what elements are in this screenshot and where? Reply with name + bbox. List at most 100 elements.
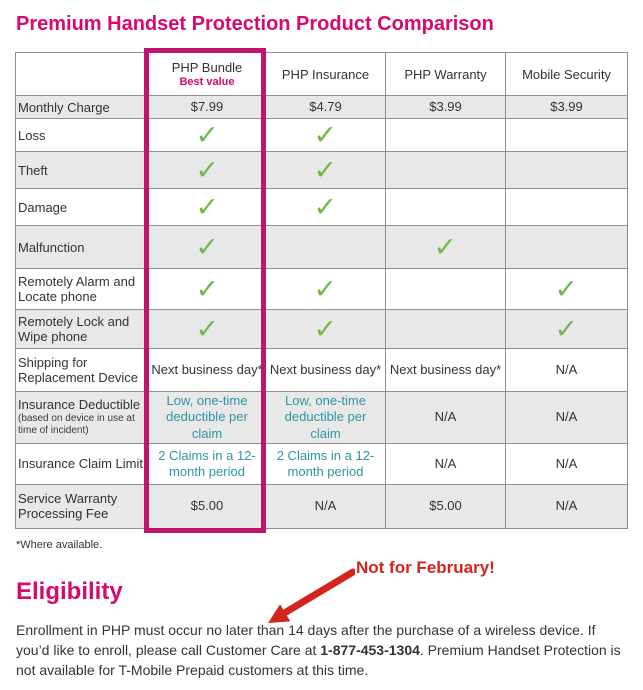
value-cell: N/A <box>505 442 628 485</box>
value-cell: Low, one-time deductible per claim <box>148 391 266 444</box>
cell-value: Next business day* <box>389 361 502 377</box>
table-header: PHP Bundle Best value PHP Insurance PHP War… <box>15 52 628 96</box>
table-row: Shipping for Replacement Device Next busi… <box>15 348 628 392</box>
cell-value: N/A <box>434 455 457 471</box>
table-row: Damage ✓ ✓ <box>15 188 628 226</box>
eligibility-paragraph: Enrollment in PHP must occur no later th… <box>16 620 628 680</box>
feature-cell: ✓ <box>265 309 386 349</box>
row-label-cell: Damage <box>15 188 149 226</box>
row-label: Remotely Alarm and Locate phone <box>18 274 136 304</box>
product-column-header: Mobile Security <box>505 52 628 96</box>
check-icon: ✓ <box>195 191 219 222</box>
eligibility-heading: Eligibility <box>16 577 123 605</box>
check-icon: ✓ <box>433 231 458 262</box>
row-label-cell: Insurance Claim Limit <box>15 442 149 485</box>
row-label-cell: Service Warranty Processing Fee <box>15 483 149 529</box>
empty-cell <box>385 151 506 189</box>
cell-value: $5.00 <box>429 498 462 514</box>
value-cell: 2 Claims in a 12-month period <box>265 442 386 485</box>
cell-value: $3.99 <box>429 98 462 114</box>
feature-cell: ✓ <box>148 118 266 152</box>
value-cell: N/A <box>265 483 386 529</box>
value-cell: N/A <box>505 348 628 392</box>
value-cell: $4.79 <box>265 95 386 119</box>
table-row: Remotely Lock and Wipe phone ✓ ✓ ✓ <box>15 309 628 349</box>
table-row: Malfunction ✓ ✓ <box>15 225 628 269</box>
value-cell: $5.00 <box>148 483 266 529</box>
empty-cell <box>385 309 506 349</box>
customer-care-phone-number: 1-877-453-1304 <box>320 641 420 658</box>
check-icon: ✓ <box>554 313 579 344</box>
value-cell: N/A <box>505 391 628 444</box>
check-icon: ✓ <box>195 231 219 262</box>
row-label: Remotely Lock and Wipe phone <box>18 314 130 344</box>
feature-cell: ✓ <box>265 151 386 189</box>
check-icon: ✓ <box>195 313 219 344</box>
value-cell: N/A <box>385 391 506 444</box>
feature-cell: ✓ <box>385 225 506 269</box>
table-row: Monthly Charge $7.99 $4.79 $3.99 $3.99 <box>15 95 628 119</box>
value-cell: Next business day* <box>385 348 506 392</box>
feature-cell: ✓ <box>265 268 386 310</box>
feature-cell: ✓ <box>148 268 266 310</box>
row-label: Insurance Claim Limit <box>18 456 143 472</box>
page-title: Premium Handset Protection Product Compa… <box>16 13 494 35</box>
empty-cell <box>505 225 628 269</box>
row-label: Shipping for Replacement Device <box>18 355 138 385</box>
comparison-table: PHP Bundle Best value PHP Insurance PHP War… <box>15 52 628 529</box>
product-column-header: PHP Insurance <box>265 52 386 96</box>
value-cell: $3.99 <box>505 95 628 119</box>
paragraph-text: . Premium Handset Protection is not avai… <box>16 641 621 678</box>
table-row: Remotely Alarm and Locate phone ✓ ✓ ✓ <box>15 268 628 310</box>
empty-cell <box>505 151 628 189</box>
table-row: Insurance Deductible (based on device in … <box>15 391 628 444</box>
feature-cell: ✓ <box>148 309 266 349</box>
check-icon: ✓ <box>313 119 338 150</box>
cell-value: $7.99 <box>190 98 224 114</box>
cell-value: N/A <box>555 361 578 377</box>
row-label-cell: Shipping for Replacement Device <box>15 348 149 392</box>
row-label: Theft <box>18 162 48 178</box>
table-row: Insurance Claim Limit 2 Claims in a 12-mo… <box>15 442 628 485</box>
cell-value: Next business day* <box>151 361 263 377</box>
check-icon: ✓ <box>313 191 338 222</box>
row-label-cell: Insurance Deductible (based on device in … <box>15 391 149 444</box>
feature-cell: ✓ <box>265 188 386 226</box>
cell-value: $4.79 <box>309 98 342 114</box>
feature-cell: ✓ <box>148 151 266 189</box>
value-cell: Next business day* <box>265 348 386 392</box>
cell-value: N/A <box>314 498 337 514</box>
empty-cell <box>265 225 386 269</box>
row-label-cell: Monthly Charge <box>15 95 149 119</box>
check-icon: ✓ <box>313 154 338 185</box>
row-label: Service Warranty Processing Fee <box>18 491 118 522</box>
value-cell: $5.00 <box>385 483 506 529</box>
cell-value: N/A <box>555 498 578 514</box>
best-value-badge: Best value <box>179 76 235 88</box>
empty-cell <box>505 188 628 226</box>
cell-value: N/A <box>555 409 578 425</box>
table-footnote: *Where available. <box>16 538 103 551</box>
cell-value: N/A <box>434 409 457 425</box>
row-label: Malfunction <box>18 239 85 255</box>
table-row: Theft ✓ ✓ <box>15 151 628 189</box>
empty-cell <box>505 118 628 152</box>
table-row: Loss ✓ ✓ <box>15 118 628 152</box>
table-row: Service Warranty Processing Fee $5.00 N/A $… <box>15 483 628 529</box>
row-sublabel: (based on device in use at time of incid… <box>18 413 135 437</box>
feature-cell: ✓ <box>505 309 628 349</box>
column-label: PHP Insurance <box>281 66 370 82</box>
empty-cell <box>385 188 506 226</box>
feature-cell: ✓ <box>265 118 386 152</box>
cell-value: Low, one-time deductible per claim <box>166 393 248 441</box>
cell-value: N/A <box>555 455 578 471</box>
row-label-cell: Theft <box>15 151 149 189</box>
check-icon: ✓ <box>313 313 338 344</box>
row-label: Monthly Charge <box>18 99 110 115</box>
paragraph-text: Enrollment in PHP must occur no later th… <box>16 621 289 638</box>
value-cell: 2 Claims in a 12-month period <box>148 442 266 485</box>
enrollment-window-text: 14 days <box>288 621 338 638</box>
check-icon: ✓ <box>313 273 338 304</box>
cell-value: $3.99 <box>550 98 583 114</box>
